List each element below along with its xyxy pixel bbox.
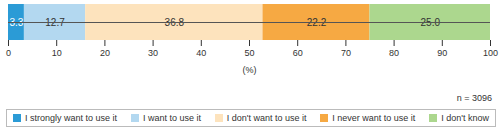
- svg-text:50: 50: [244, 48, 254, 58]
- svg-text:22.2: 22.2: [306, 16, 327, 28]
- svg-text:0: 0: [6, 48, 11, 58]
- html-text:n = 3096: n = 3096: [456, 93, 492, 103]
- html-text:I strongly want to use it: I strongly want to use it: [25, 113, 117, 123]
- svg-text:70: 70: [341, 48, 351, 58]
- svg-text:20: 20: [100, 48, 110, 58]
- svg-text:80: 80: [389, 48, 399, 58]
- svg-text:3.3: 3.3: [9, 16, 24, 28]
- svg-text:40: 40: [196, 48, 206, 58]
- svg-text:30: 30: [148, 48, 158, 58]
- svg-text:60: 60: [293, 48, 303, 58]
- svg-text:10: 10: [52, 48, 62, 58]
- html-text:I don't want to use it: I don't want to use it: [226, 113, 307, 123]
- svg-text:100: 100: [483, 48, 498, 58]
- html-text:I don't know: I don't know: [441, 113, 489, 123]
- html-text:I want to use it: I want to use it: [142, 113, 201, 123]
- html-text:I never want to use it: I never want to use it: [332, 113, 416, 123]
- svg-text:12.7: 12.7: [45, 16, 65, 28]
- svg-text:36.8: 36.8: [164, 16, 184, 28]
- svg-text:(%): (%): [243, 65, 257, 75]
- svg-text:90: 90: [437, 48, 447, 58]
- svg-text:25.0: 25.0: [420, 16, 440, 28]
